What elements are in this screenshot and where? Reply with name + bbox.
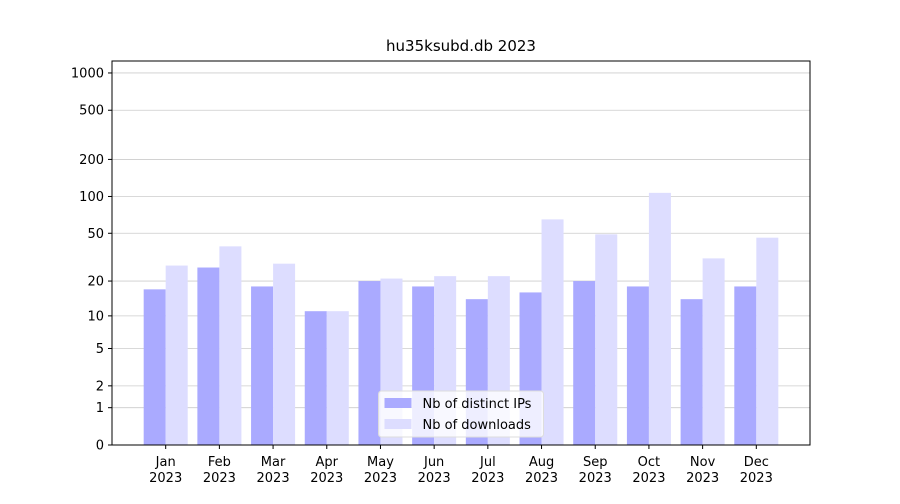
x-tick-label: Dec 2023 xyxy=(740,455,773,486)
legend-swatch xyxy=(384,419,412,429)
bar xyxy=(595,234,618,445)
bar xyxy=(358,281,381,445)
legend-label: Nb of distinct IPs xyxy=(423,397,532,412)
bar xyxy=(702,258,725,445)
bar xyxy=(680,299,703,445)
bar xyxy=(165,265,188,445)
x-tick-label: Aug 2023 xyxy=(525,455,558,486)
y-tick-label: 100 xyxy=(79,190,104,205)
y-tick-label: 20 xyxy=(87,275,104,290)
bar xyxy=(143,289,166,445)
x-tick-label: Apr 2023 xyxy=(310,455,343,486)
y-tick-label: 1000 xyxy=(71,66,104,81)
bar xyxy=(573,281,596,445)
y-tick-label: 5 xyxy=(96,342,104,357)
y-tick-label: 0 xyxy=(96,439,104,454)
x-tick-label: Sep 2023 xyxy=(579,455,612,486)
legend-label: Nb of downloads xyxy=(423,418,532,433)
y-tick-label: 10 xyxy=(87,309,104,324)
bar xyxy=(648,192,671,445)
bar xyxy=(304,311,327,445)
x-tick-label: Mar 2023 xyxy=(257,455,290,486)
legend-swatch xyxy=(384,398,412,408)
bar xyxy=(219,246,242,445)
bar xyxy=(626,286,649,445)
x-tick-label: Nov 2023 xyxy=(686,455,719,486)
axes-frame xyxy=(111,60,811,446)
bar xyxy=(734,286,757,445)
y-tick-label: 50 xyxy=(87,227,104,242)
y-tick-label: 1 xyxy=(96,401,104,416)
y-tick-label: 500 xyxy=(79,104,104,119)
bar xyxy=(273,263,296,445)
legend-box xyxy=(378,390,544,438)
x-tick-label: Jul 2023 xyxy=(471,455,504,486)
x-tick-label: Jan 2023 xyxy=(149,455,182,486)
bar xyxy=(541,219,564,445)
y-tick-label: 200 xyxy=(79,153,104,168)
chart-title: hu35ksubd.db 2023 xyxy=(386,37,536,55)
y-tick-label: 2 xyxy=(96,379,104,394)
bar xyxy=(251,286,274,445)
bar xyxy=(326,311,349,445)
x-tick-label: Jun 2023 xyxy=(418,455,451,486)
x-tick-label: Oct 2023 xyxy=(632,455,665,486)
bar xyxy=(756,237,779,445)
bar xyxy=(197,267,220,445)
x-tick-label: May 2023 xyxy=(364,455,397,486)
x-tick-label: Feb 2023 xyxy=(203,455,236,486)
